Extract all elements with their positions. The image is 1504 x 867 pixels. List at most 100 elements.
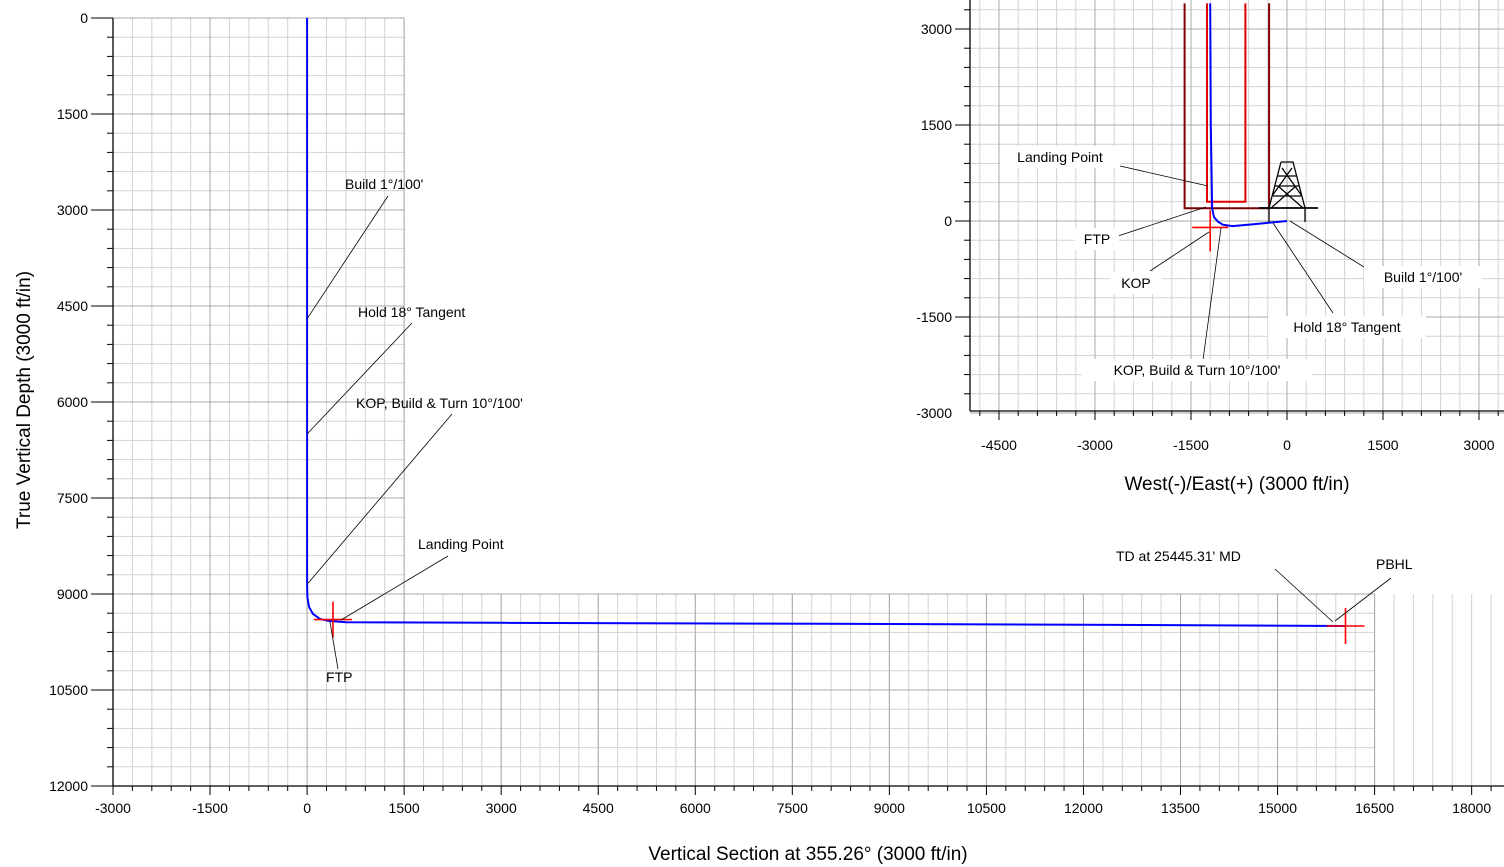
x-tick-label: 9000 [874, 800, 905, 816]
annotation-callout: FTP [1075, 206, 1207, 250]
y-tick-label: -1500 [916, 309, 952, 325]
annotation-callout: Build 1°/100' [306, 176, 423, 320]
label-backdrop [1000, 146, 1120, 168]
label-backdrop [1110, 272, 1162, 294]
drilling-rig-icon [1259, 161, 1318, 222]
x-tick-label: 10500 [967, 800, 1006, 816]
annotation-label: Landing Point [1017, 149, 1103, 165]
leader-line [1272, 222, 1334, 314]
x-tick-label: -1500 [1173, 437, 1209, 453]
annotation-label: Hold 18° Tangent [1293, 319, 1400, 335]
vertical-section-axes: -3000 -1500 0 1500 3000 4500 6000 7500 9000 10500… [49, 10, 1504, 816]
lease-boundaries [1183, 3, 1271, 210]
x-tick-label: 3000 [1463, 437, 1494, 453]
y-tick-label: 10500 [49, 682, 88, 698]
plan-view-grid [970, 0, 1504, 414]
target-cross-marker [1326, 608, 1365, 644]
annotation-callout: FTP [326, 621, 352, 685]
x-tick-label: 1500 [1367, 437, 1398, 453]
plan-view-markers [1192, 210, 1229, 252]
y-tick-label: 3000 [921, 21, 952, 37]
leader-line [1334, 577, 1392, 622]
y-tick-label: 7500 [57, 490, 88, 506]
x-tick-label: 0 [303, 800, 311, 816]
annotation-callout: Landing Point [1000, 146, 1209, 187]
plan-view-series [1209, 3, 1288, 228]
annotation-callout: Landing Point [340, 536, 504, 621]
annotation-label: FTP [326, 669, 352, 685]
annotation-callout: KOP, Build & Turn 10°/100' [306, 395, 523, 585]
x-axis-title: Vertical Section at 355.26° (3000 ft/in) [648, 844, 967, 865]
x-tick-label: 12000 [1064, 800, 1103, 816]
x-tick-label: -3000 [1077, 437, 1113, 453]
target-cross-marker [313, 601, 352, 638]
leader-line [1117, 206, 1207, 237]
annotation-label: KOP, Build & Turn 10°/100' [356, 395, 523, 411]
x-tick-label: -3000 [95, 800, 131, 816]
leader-line [306, 195, 389, 320]
y-tick-label: 0 [80, 10, 88, 26]
y-tick-label: 9000 [57, 586, 88, 602]
y-tick-label: 6000 [57, 394, 88, 410]
annotation-callout: PBHL [1334, 556, 1413, 622]
annotation-callout: Hold 18° Tangent [1268, 222, 1426, 338]
vertical-section-annotations: Build 1°/100' Hold 18° Tangent KOP, Build … [306, 176, 1413, 685]
annotation-callout: TD at 25445.31' MD [1116, 548, 1334, 623]
annotation-callout: Hold 18° Tangent [306, 304, 465, 435]
annotation-label: Build 1°/100' [1384, 269, 1462, 285]
annotation-label: KOP [1121, 275, 1151, 291]
plan-view-annotations: Landing Point FTP KOP KOP, Build & Turn 10°… [1000, 146, 1482, 381]
y-tick-label: 0 [944, 213, 952, 229]
x-tick-label: 18000 [1452, 800, 1491, 816]
label-backdrop [1268, 316, 1426, 338]
wellbore-path [306, 18, 1346, 627]
y-tick-label: 1500 [57, 106, 88, 122]
plan-view-background [970, 0, 1504, 411]
leader-line [306, 413, 453, 585]
plan-view-axes: -4500 -3000 -1500 0 1500 3000 -3000 -1500 0 1500 3… [916, 0, 1504, 453]
lease-boundary-line [1206, 3, 1247, 203]
vertical-section-plot: -3000 -1500 0 1500 3000 4500 6000 7500 9000 10500… [14, 10, 1504, 865]
leader-line [306, 322, 413, 435]
annotation-label: Hold 18° Tangent [358, 304, 465, 320]
y-tick-label: -3000 [916, 405, 952, 421]
vertical-section-grid [112, 17, 1492, 787]
y-tick-label: 4500 [57, 298, 88, 314]
leader-line [1289, 220, 1373, 273]
annotation-label: PBHL [1376, 556, 1413, 572]
x-tick-label: 15000 [1258, 800, 1297, 816]
y-tick-label: 1500 [921, 117, 952, 133]
y-tick-label: 3000 [57, 202, 88, 218]
x-tick-label: -1500 [192, 800, 228, 816]
x-tick-label: 6000 [680, 800, 711, 816]
lease-boundary-line [1183, 3, 1271, 210]
plan-x-axis-title: West(-)/East(+) (3000 ft/in) [1124, 474, 1349, 495]
plan-view-plot: -4500 -3000 -1500 0 1500 3000 -3000 -1500 0 1500 3… [916, 0, 1504, 495]
x-tick-label: -4500 [981, 437, 1017, 453]
annotation-label: Build 1°/100' [345, 176, 423, 192]
vertical-section-markers [313, 601, 1365, 644]
annotation-label: TD at 25445.31' MD [1116, 548, 1241, 564]
leader-line [340, 555, 449, 621]
annotation-callout: KOP [1110, 231, 1210, 294]
leader-line [1274, 568, 1334, 623]
x-tick-label: 4500 [583, 800, 614, 816]
plan-wellbore-path [1209, 3, 1288, 228]
x-tick-label: 3000 [486, 800, 517, 816]
annotation-label: KOP, Build & Turn 10°/100' [1114, 362, 1281, 378]
y-axis-title: True Vertical Depth (3000 ft/in) [14, 271, 35, 529]
target-cross-marker [1192, 210, 1229, 252]
leader-line [1119, 165, 1209, 187]
leader-line [1149, 231, 1210, 272]
label-backdrop [1364, 266, 1482, 288]
y-tick-label: 12000 [49, 778, 88, 794]
label-backdrop [1082, 359, 1312, 381]
annotation-callout: KOP, Build & Turn 10°/100' [1082, 227, 1312, 381]
leader-line [329, 621, 339, 670]
x-tick-label: 0 [1283, 437, 1291, 453]
x-tick-label: 1500 [389, 800, 420, 816]
vertical-section-series [306, 18, 1346, 627]
label-backdrop [1075, 228, 1119, 250]
leader-line [1202, 227, 1222, 361]
